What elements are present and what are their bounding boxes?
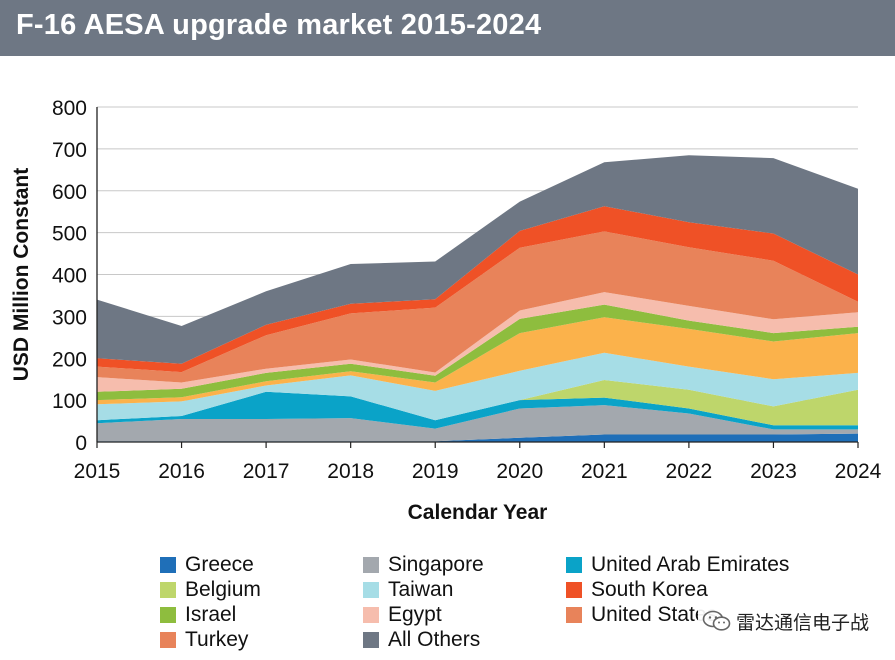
legend-label-united-states: United States: [591, 603, 718, 626]
legend-item-taiwan: Taiwan: [363, 578, 453, 602]
legend-label-egypt: Egypt: [388, 603, 442, 626]
y-tick-label-0: 0: [75, 432, 87, 455]
legend-item-israel: Israel: [160, 603, 236, 627]
legend-item-belgium: Belgium: [160, 578, 261, 602]
legend-swatch-belgium: [160, 582, 176, 598]
y-tick-label-200: 200: [52, 348, 87, 371]
legend-swatch-taiwan: [363, 582, 379, 598]
x-tick-label-2018: 2018: [327, 460, 374, 483]
area-united-states: [97, 317, 858, 405]
legend-item-south-korea: South Korea: [566, 578, 708, 602]
legend-label-israel: Israel: [185, 603, 237, 626]
title-bar: F-16 AESA upgrade market 2015-2024: [0, 0, 895, 56]
area-singapore: [97, 405, 858, 442]
legend-label-belgium: Belgium: [185, 578, 261, 601]
area-turkey: [97, 231, 858, 383]
x-tick-label-2016: 2016: [158, 460, 205, 483]
area-belgium: [97, 380, 858, 426]
x-axis-title: Calendar Year: [408, 501, 548, 524]
area-greece: [97, 433, 858, 442]
legend-item-turkey: Turkey: [160, 628, 248, 652]
legend-label-united-arab-emirates: United Arab Emirates: [591, 553, 790, 576]
legend-swatch-south-korea: [566, 582, 582, 598]
y-tick-label-600: 600: [52, 181, 87, 204]
wechat-icon: [702, 610, 731, 631]
legend-swatch-united-arab-emirates: [566, 557, 582, 573]
area-all-others: [97, 155, 858, 364]
legend-item-all-others: All Others: [363, 628, 480, 652]
area-israel: [97, 304, 858, 401]
legend-item-greece: Greece: [160, 553, 254, 577]
y-axis-title: USD Million Constant: [10, 168, 33, 382]
y-tick-label-300: 300: [52, 306, 87, 329]
x-tick-label-2017: 2017: [243, 460, 290, 483]
x-tick-label-2020: 2020: [496, 460, 543, 483]
x-tick-label-2015: 2015: [74, 460, 121, 483]
legend-label-all-others: All Others: [388, 628, 481, 651]
legend-item-united-arab-emirates: United Arab Emirates: [566, 553, 789, 577]
x-tick-label-2021: 2021: [581, 460, 628, 483]
stacked-area-chart: 0 100 200 300 400 500 600 700 800 2015 2016 2017 201…: [10, 97, 882, 524]
chart-title: F-16 AESA upgrade market 2015-2024: [16, 9, 542, 41]
x-tick-label-2019: 2019: [412, 460, 459, 483]
x-tick-label-2024: 2024: [835, 460, 882, 483]
legend-item-united-states: United States: [566, 603, 717, 627]
legend-label-turkey: Turkey: [185, 628, 249, 651]
area-united-arab-emirates: [97, 391, 858, 430]
legend-label-greece: Greece: [185, 553, 254, 576]
legend-swatch-turkey: [160, 632, 176, 648]
legend-item-egypt: Egypt: [363, 603, 442, 627]
watermark: 雷达通信电子战: [697, 606, 869, 636]
y-tick-label-700: 700: [52, 139, 87, 162]
y-tick-label-100: 100: [52, 390, 87, 413]
legend-swatch-united-states: [566, 607, 582, 623]
x-tick-label-2022: 2022: [666, 460, 713, 483]
legend: Greece Belgium Israel Turkey Singapore T…: [160, 553, 880, 653]
legend-swatch-egypt: [363, 607, 379, 623]
legend-swatch-singapore: [363, 557, 379, 573]
legend-label-singapore: Singapore: [388, 553, 484, 576]
area-taiwan: [97, 352, 858, 421]
x-tick-label-2023: 2023: [750, 460, 797, 483]
y-tick-label-500: 500: [52, 223, 87, 246]
legend-swatch-greece: [160, 557, 176, 573]
legend-swatch-all-others: [363, 632, 379, 648]
legend-swatch-israel: [160, 607, 176, 623]
area-egypt: [97, 292, 858, 392]
watermark-text: 雷达通信电子战: [735, 611, 869, 634]
legend-item-singapore: Singapore: [363, 553, 484, 577]
y-tick-label-800: 800: [52, 97, 87, 120]
legend-label-taiwan: Taiwan: [388, 578, 454, 601]
y-tick-label-400: 400: [52, 265, 87, 288]
legend-label-south-korea: South Korea: [591, 578, 708, 601]
